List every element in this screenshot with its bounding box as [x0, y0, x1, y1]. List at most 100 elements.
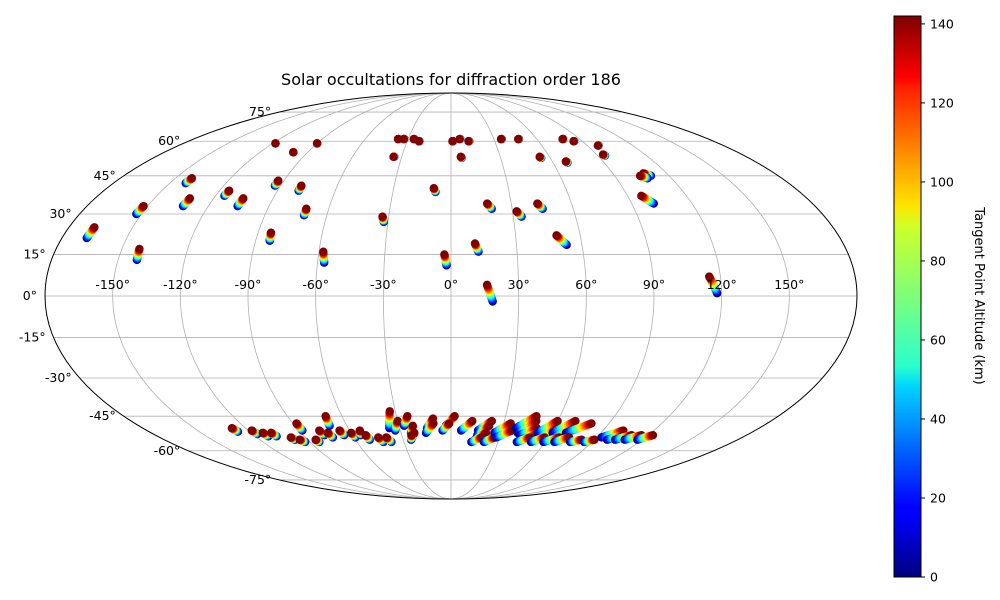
occultation-point — [266, 228, 276, 237]
occultation-point — [247, 426, 256, 435]
occultation-point — [414, 137, 424, 146]
occultation-point — [319, 247, 328, 256]
occultation-point — [635, 171, 645, 181]
lon-tick-label: 30° — [508, 277, 530, 292]
lat-tick-label: 30° — [49, 206, 71, 221]
occultation-point — [598, 150, 608, 159]
occultation-point — [389, 152, 398, 162]
meridian-line — [450, 92, 723, 500]
occultation-points — [82, 134, 722, 447]
occultation-point — [514, 134, 523, 144]
occultation-point — [403, 411, 412, 421]
lat-tick-label: -15° — [19, 330, 46, 345]
occultation-point — [289, 148, 298, 157]
occultation-point — [302, 204, 311, 213]
occultation-point — [258, 428, 267, 438]
occultation-point — [445, 419, 454, 428]
occultation-point — [455, 134, 464, 144]
occultation-point — [225, 186, 234, 195]
lon-tick-label: 90° — [643, 277, 665, 292]
meridian-line — [450, 92, 655, 500]
occultation-point — [590, 435, 599, 444]
occultation-point — [587, 419, 596, 428]
occultation-point — [429, 419, 438, 428]
occultation-point — [321, 411, 330, 421]
occultation-point — [704, 272, 714, 281]
occultation-point — [456, 152, 466, 162]
colorbar-tick-label: 60 — [930, 332, 946, 347]
occultation-point — [399, 134, 408, 144]
lat-tick-label: 45° — [94, 168, 116, 183]
occultation-point — [185, 194, 195, 203]
colorbar — [893, 15, 922, 578]
colorbar-tick-label: 80 — [930, 253, 946, 268]
occultation-point — [464, 137, 473, 146]
lon-tick-label: -120° — [163, 277, 198, 292]
colorbar-tick-label: 100 — [930, 174, 954, 189]
occultation-point — [468, 416, 477, 426]
colorbar-tick-label: 40 — [930, 411, 946, 426]
occultation-point — [385, 407, 394, 416]
graticule — [45, 92, 857, 500]
occultation-point — [355, 426, 364, 435]
meridian-line — [450, 92, 587, 500]
occultation-point — [292, 419, 301, 428]
occultation-point — [407, 430, 416, 440]
occultation-point — [561, 157, 571, 166]
occultation-point — [295, 435, 304, 444]
occultation-point — [139, 201, 148, 211]
occultation-point — [637, 191, 646, 201]
occultation-point — [648, 430, 658, 440]
lat-tick-label: 0° — [23, 288, 37, 303]
occultation-point — [393, 416, 402, 426]
occultation-point — [496, 134, 506, 144]
occultation-point — [286, 433, 296, 442]
lat-tick-label: -60° — [154, 443, 181, 458]
lon-tick-label: 120° — [707, 277, 737, 292]
occultation-point — [361, 430, 370, 440]
occultation-point — [533, 199, 542, 208]
lon-tick-label: 60° — [575, 277, 597, 292]
occultation-point — [378, 212, 387, 221]
colorbar-ticks: 0 20 40 60 80 100 120 140 — [921, 16, 954, 585]
occultation-point — [448, 137, 457, 146]
lat-tick-label: 15° — [23, 246, 45, 261]
occultation-point — [239, 194, 248, 203]
occultation-point — [271, 139, 280, 148]
occultation-point — [323, 428, 332, 438]
occultation-point — [227, 423, 237, 433]
meridian-line — [112, 92, 452, 500]
occultation-point — [450, 411, 459, 421]
occultation-point — [312, 139, 322, 148]
occultation-point — [482, 280, 492, 290]
chart-title: Solar occultations for diffraction order… — [281, 70, 621, 89]
lon-tick-label: -90° — [235, 277, 262, 292]
colorbar-tick-label: 140 — [930, 16, 954, 31]
lon-tick-label: 0° — [444, 277, 458, 292]
lat-tick-label: -45° — [89, 408, 116, 423]
occultation-point — [135, 244, 144, 254]
occultation-point — [187, 174, 197, 183]
occultation-point — [266, 428, 276, 438]
lon-tick-label: -30° — [370, 277, 397, 292]
meridian-line — [315, 92, 452, 500]
occultation-point — [429, 184, 438, 193]
occultation-point — [335, 426, 344, 435]
latitude-tick-labels: -75° -60° -45° -30° -15° 0° 15° 30° 45° 60° 75° — [19, 104, 271, 487]
occultation-point — [470, 239, 480, 248]
occultation-point — [532, 416, 541, 426]
lat-tick-label: -75° — [245, 472, 272, 487]
occultation-point — [552, 231, 561, 240]
lon-tick-label: -60° — [302, 277, 329, 292]
meridian-line — [450, 92, 790, 500]
occultation-point — [408, 421, 418, 431]
map-boundary — [44, 92, 858, 500]
occultation-point — [558, 134, 567, 144]
colorbar-label: Tangent Point Altitude (km) — [971, 206, 986, 384]
occultation-point — [274, 176, 283, 185]
occultation-point — [571, 416, 580, 426]
lon-tick-label: -150° — [95, 277, 130, 292]
occultation-point — [512, 207, 521, 216]
occultation-point — [553, 416, 562, 426]
occultation-point — [482, 199, 492, 208]
